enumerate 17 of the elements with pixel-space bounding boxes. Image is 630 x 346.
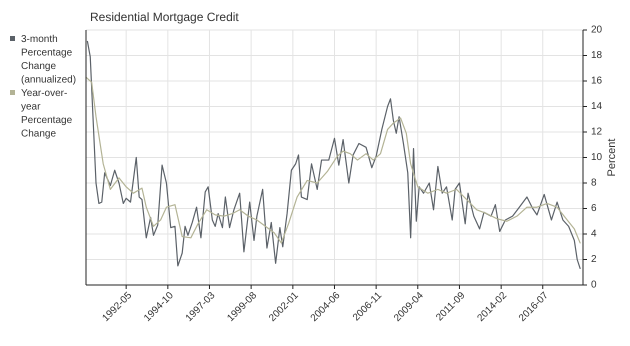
y-tick-label: 0 [591,280,597,291]
legend-label: Year-over-year Percentage Change [21,88,73,140]
chart-title: Residential Mortgage Credit [90,10,240,24]
y-tick-label: 8 [591,178,597,189]
y-tick-label: 4 [591,228,597,240]
y-tick-label: 14 [591,101,603,112]
y-tick-label: 6 [591,203,597,214]
y-tick-label: 10 [591,152,603,164]
y-tick-label: 18 [591,50,603,62]
y-tick-label: 12 [591,126,603,138]
legend-label: 3-month Percentage Change (annualized) [21,34,76,86]
y-tick-label: 20 [591,24,603,36]
line-series [86,40,581,270]
y-axis-title: Percent [606,138,618,176]
y-tick-label: 2 [591,254,597,266]
line-series [85,76,581,244]
y-tick-label: 16 [591,76,603,87]
